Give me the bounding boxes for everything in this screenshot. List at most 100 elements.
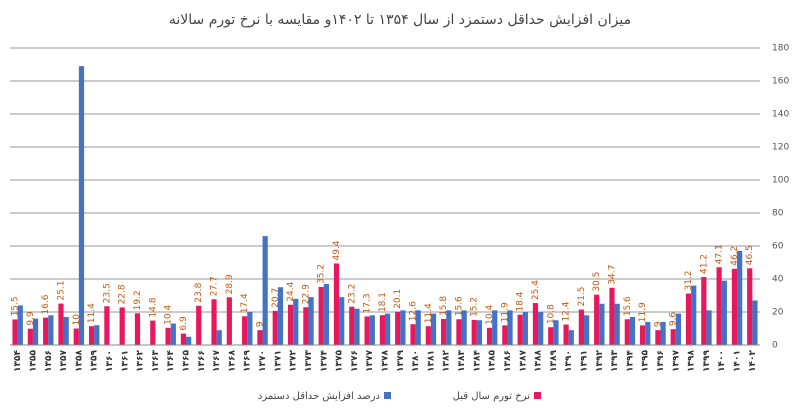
bar — [150, 320, 156, 345]
data-label: 18.4 — [516, 291, 526, 311]
data-label: 21.5 — [577, 286, 587, 306]
x-tick-label: ۱۳۷۸ — [381, 350, 391, 372]
x-tick-label: ۱۴۰۲ — [748, 350, 758, 372]
bar — [430, 313, 437, 345]
x-tick-label: ۱۳۶۹ — [243, 350, 253, 372]
bar — [502, 325, 508, 345]
data-label: 34.7 — [607, 265, 617, 285]
bar — [165, 327, 171, 345]
bar — [691, 285, 697, 345]
x-tick-label: ۱۳۷۲ — [289, 350, 299, 372]
bar — [27, 328, 33, 345]
x-tick-label: ۱۳۵۷ — [59, 350, 69, 372]
bar — [456, 319, 462, 345]
x-tick-label: ۱۳۹۷ — [671, 350, 681, 372]
bar — [685, 293, 692, 345]
data-label: 31.2 — [684, 270, 694, 290]
bar — [553, 320, 559, 345]
x-tick-label: ۱۳۷۳ — [304, 350, 314, 372]
y-tick-label: 120 — [772, 143, 789, 153]
bar — [609, 287, 615, 345]
data-label: 11.9 — [638, 302, 648, 322]
data-label: 15.6 — [454, 296, 464, 316]
data-label: 18.1 — [378, 292, 388, 312]
x-tick-label: ۱۳۶۵ — [182, 350, 192, 372]
bar — [721, 280, 727, 345]
bar — [670, 329, 676, 345]
bar — [645, 321, 651, 345]
x-tick-label: ۱۳۹۲ — [595, 350, 605, 372]
data-label: 15.6 — [623, 296, 633, 316]
bar — [425, 326, 431, 345]
bar — [640, 325, 646, 345]
data-label: 27.7 — [210, 276, 220, 296]
bar — [747, 268, 753, 345]
data-label: 10 — [72, 314, 82, 326]
bar — [752, 300, 758, 345]
data-label: 22.8 — [118, 284, 128, 304]
bar — [548, 327, 554, 345]
x-tick-label: ۱۳۸۸ — [534, 350, 544, 372]
x-tick-label: ۱۳۷۹ — [396, 350, 406, 372]
data-label: 9.9 — [26, 311, 36, 326]
data-label: 15.5 — [11, 296, 21, 316]
x-tick-label: ۱۳۵۶ — [44, 350, 54, 372]
bar — [323, 283, 329, 345]
data-label: 17.3 — [363, 293, 373, 313]
data-label: 20.7 — [271, 288, 281, 308]
x-tick-label: ۱۳۹۵ — [641, 350, 651, 372]
x-tick-label: ۱۳۷۱ — [273, 350, 283, 372]
x-tick-label: ۱۳۹۸ — [687, 350, 697, 372]
bar — [400, 310, 406, 345]
data-label: 10.4 — [485, 305, 495, 325]
bar — [58, 303, 64, 345]
data-label: 14.8 — [148, 297, 158, 317]
x-tick-label: ۱۳۹۴ — [625, 350, 635, 372]
bar — [538, 312, 544, 345]
x-tick-label: ۱۳۷۴ — [319, 350, 329, 372]
x-tick-label: ۱۳۸۰ — [411, 350, 421, 372]
x-tick-label: ۱۳۹۳ — [610, 350, 620, 372]
x-tick-label: ۱۳۸۷ — [518, 350, 528, 372]
data-label: 9 — [653, 321, 663, 327]
bar — [186, 336, 192, 345]
bar — [471, 319, 477, 345]
bar — [486, 327, 493, 345]
data-label: 11.4 — [424, 303, 434, 323]
y-tick-label: 80 — [772, 209, 784, 219]
data-label: 12.4 — [562, 301, 572, 321]
x-tick-label: ۱۳۶۰ — [105, 350, 115, 372]
bar — [170, 323, 176, 345]
bar — [517, 314, 523, 345]
x-tick-label: ۱۳۹۰ — [564, 350, 574, 372]
bar — [211, 299, 217, 345]
y-tick-label: 140 — [772, 110, 789, 120]
bar — [262, 236, 268, 345]
data-label: 15.8 — [439, 296, 449, 316]
bar — [369, 315, 375, 345]
bar — [226, 297, 232, 345]
bar — [706, 310, 712, 345]
x-tick-label: ۱۳۸۵ — [488, 350, 498, 372]
x-tick-label: ۱۳۸۳ — [457, 350, 467, 372]
y-tick-label: 0 — [772, 341, 778, 351]
x-tick-label: ۱۳۵۸ — [74, 350, 84, 372]
bar — [410, 324, 416, 345]
data-label: 15.2 — [470, 297, 480, 317]
x-tick-label: ۱۳۷۷ — [365, 350, 375, 372]
bar — [737, 250, 743, 345]
x-tick-label: ۱۳۵۹ — [90, 350, 100, 372]
data-label: 24.4 — [286, 281, 296, 301]
bar — [532, 303, 539, 345]
bar — [594, 294, 600, 345]
data-label: 25.1 — [56, 281, 66, 301]
x-tick-label: ۱۳۸۱ — [426, 350, 436, 372]
bar — [568, 330, 574, 345]
bar — [78, 66, 85, 346]
bar — [17, 305, 23, 345]
bar — [43, 317, 49, 345]
data-label: 9 — [255, 321, 265, 327]
bar — [88, 326, 95, 345]
data-label: 20.1 — [393, 289, 403, 309]
x-tick-label: ۱۳۶۲ — [136, 350, 146, 372]
